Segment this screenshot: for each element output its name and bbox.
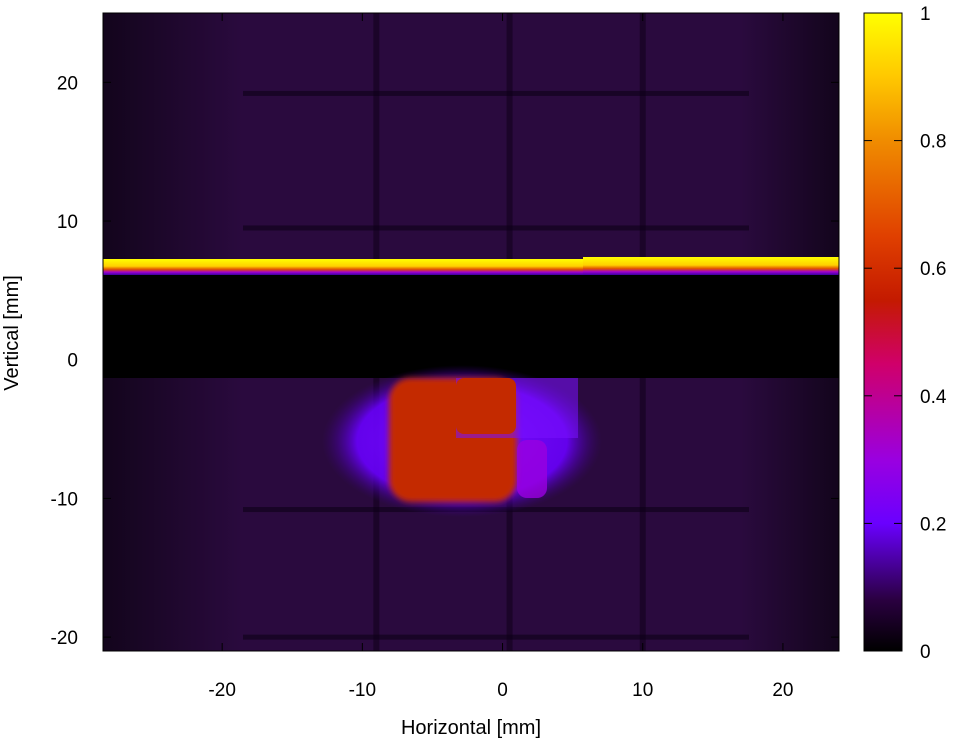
x-axis: -20 -10 0 10 20	[208, 13, 793, 701]
y-tick-label: 10	[57, 212, 78, 233]
colorbar-tick-label: 0.4	[920, 387, 947, 408]
heatmap-plot-area	[103, 13, 839, 651]
plot-frame	[102, 12, 840, 652]
colorbar-ticks: 0 0.2 0.4 0.6 0.8 1	[864, 4, 947, 663]
x-axis-label: Horizontal [mm]	[401, 717, 541, 739]
colorbar: 0 0.2 0.4 0.6 0.8 1	[863, 4, 947, 663]
y-tick-label: 0	[67, 351, 78, 372]
grid-shadow-horizontal	[243, 225, 749, 231]
colorbar-tick-label: 0.6	[920, 259, 946, 280]
beam-spot-right-fringe	[517, 440, 547, 498]
colorbar-tick-label: 0	[920, 642, 931, 663]
beam-spot-upper-block	[456, 378, 516, 434]
x-tick-label: 20	[772, 680, 793, 701]
y-axis: -20 -10 0 10 20	[51, 73, 839, 649]
y-axis-label: Vertical [mm]	[1, 275, 23, 391]
colorbar-gradient	[863, 12, 903, 652]
saturated-edge-right	[583, 257, 839, 275]
grid-shadow-horizontal	[243, 90, 749, 96]
x-tick-label: 10	[632, 680, 653, 701]
x-tick-label: 0	[497, 680, 508, 701]
dark-band	[103, 274, 839, 378]
colorbar-tick-label: 1	[920, 4, 931, 25]
y-tick-label: -10	[51, 489, 78, 510]
x-tick-label: -10	[349, 680, 376, 701]
colorbar-tick-label: 0.8	[920, 132, 946, 153]
colorbar-tick-label: 0.2	[920, 514, 946, 535]
y-tick-label: 20	[57, 73, 78, 94]
x-tick-label: -20	[208, 680, 235, 701]
y-tick-label: -20	[51, 628, 78, 649]
saturated-edge-left	[103, 259, 583, 275]
grid-shadow-horizontal	[243, 634, 749, 640]
